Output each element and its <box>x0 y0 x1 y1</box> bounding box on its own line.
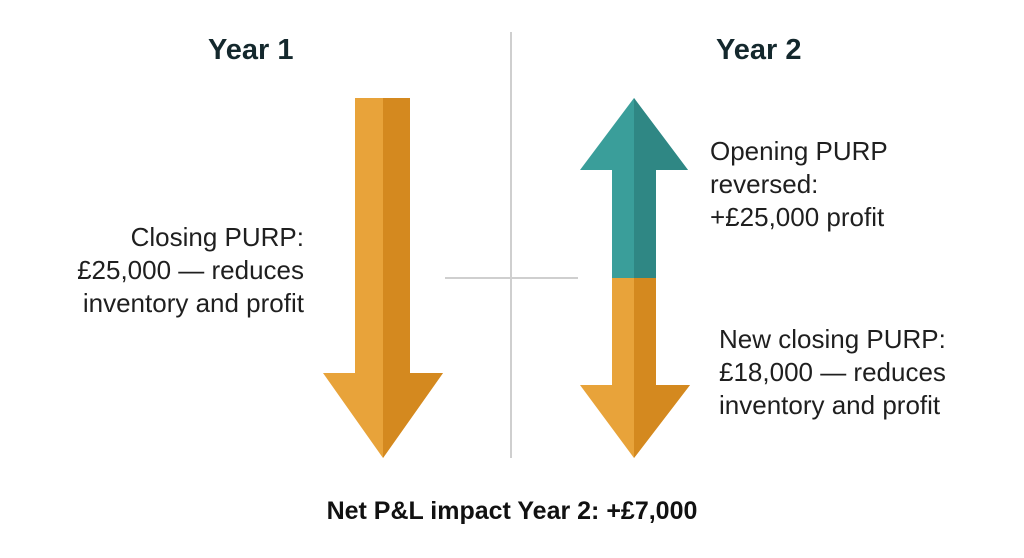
year2-up-arrow <box>580 98 688 278</box>
opening-purp-line-1: Opening PURP <box>710 136 888 166</box>
net-impact-footer: Net P&L impact Year 2: +£7,000 <box>326 497 698 525</box>
closing-purp-line-3: inventory and profit <box>82 288 304 318</box>
opening-purp-line-2: reversed: <box>710 169 819 199</box>
closing-purp-line-2: £25,000 — reduces <box>77 255 304 285</box>
year1-heading: Year 1 <box>208 34 294 66</box>
opening-purp-line-3: +£25,000 profit <box>710 202 885 232</box>
closing-purp-line-1: Closing PURP: <box>130 222 304 252</box>
opening-purp-reversed-label: Opening PURP reversed: +£25,000 profit <box>710 135 888 234</box>
year2-down-arrow <box>580 278 690 458</box>
new-closing-purp-line-2: £18,000 — reduces <box>719 357 946 387</box>
new-closing-purp-label: New closing PURP: £18,000 — reduces inve… <box>719 323 946 422</box>
year1-down-arrow <box>323 98 443 458</box>
new-closing-purp-line-1: New closing PURP: <box>719 324 946 354</box>
closing-purp-label: Closing PURP: £25,000 — reduces inventor… <box>77 221 304 320</box>
new-closing-purp-line-3: inventory and profit <box>719 390 941 420</box>
year2-heading: Year 2 <box>716 34 802 66</box>
